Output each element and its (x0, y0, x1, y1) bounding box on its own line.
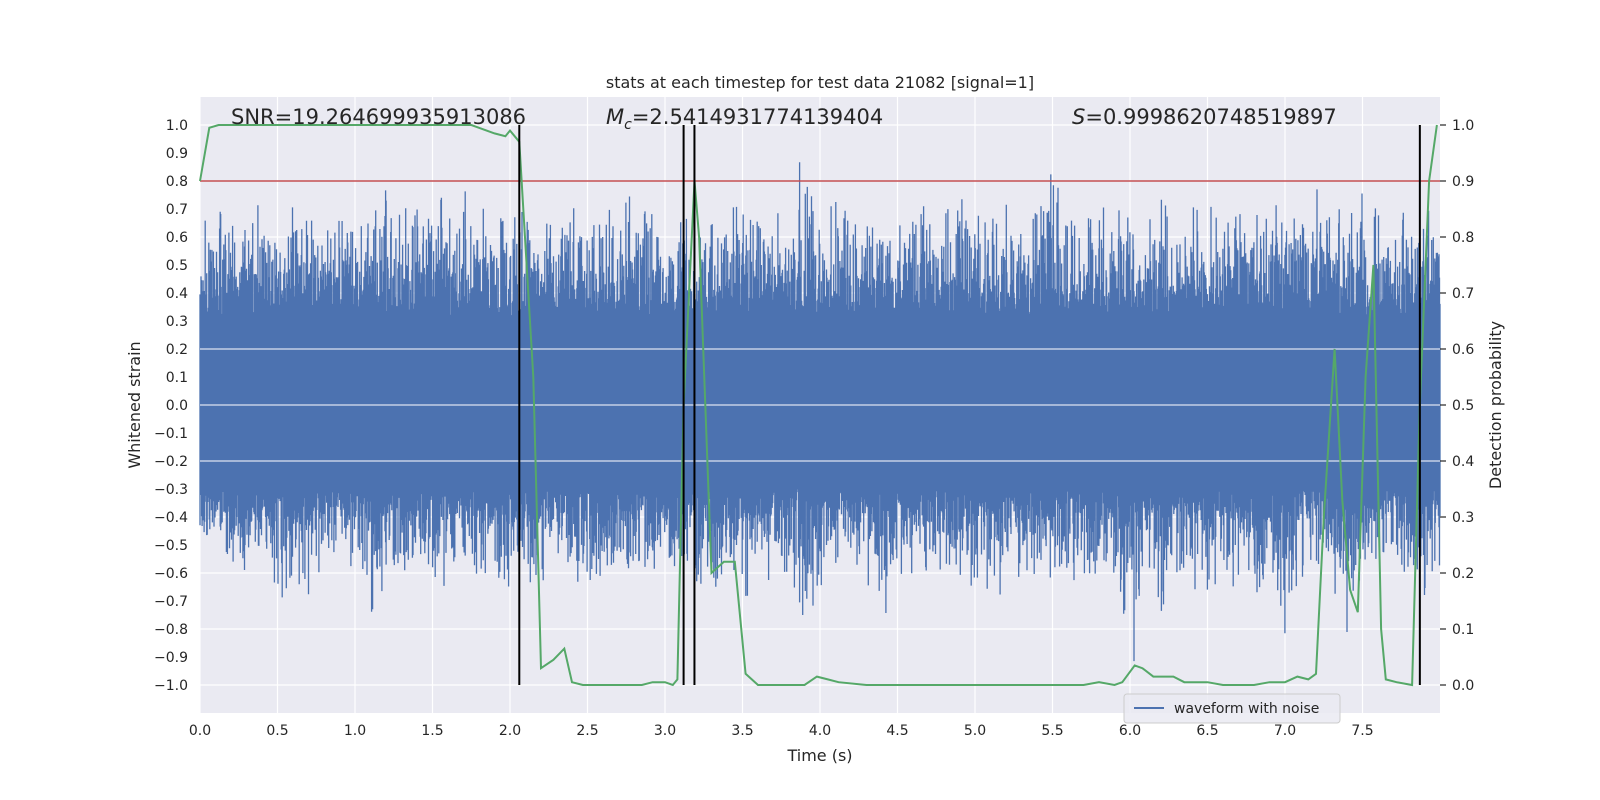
chirp-mass-subscript: c (624, 117, 632, 133)
x-tick-label: 0.5 (266, 723, 288, 739)
y-tick-label: 0.8 (166, 174, 188, 190)
x-tick-label: 1.5 (421, 723, 443, 739)
y-tick-label: 0.7 (166, 202, 188, 218)
y2-tick-label: 0.1 (1452, 622, 1474, 638)
y-tick-label: −0.3 (154, 482, 188, 498)
snr-annotation: SNR=19.264699935913086 (231, 105, 526, 129)
x-tick-label: 1.0 (344, 723, 366, 739)
y-tick-label: −0.6 (154, 566, 188, 582)
y2-tick-label: 0.2 (1452, 566, 1474, 582)
x-axis-label: Time (s) (786, 746, 852, 765)
y2-tick-label: 0.8 (1452, 230, 1474, 246)
y2-axis-label: Detection probability (1486, 321, 1505, 489)
y2-tick-label: 0.5 (1452, 398, 1474, 414)
y2-tick-label: 0.4 (1452, 454, 1474, 470)
y2-tick-label: 0.9 (1452, 174, 1474, 190)
y-tick-label: −0.5 (154, 538, 188, 554)
waveform-core-band (200, 315, 1440, 489)
y-tick-label: −0.4 (154, 510, 188, 526)
s-symbol: S (1072, 105, 1085, 129)
legend-label: waveform with noise (1174, 701, 1319, 717)
chirp-mass-value: =2.5414931774139404 (632, 105, 883, 129)
y-tick-label: −1.0 (154, 678, 188, 694)
y-tick-label: −0.9 (154, 650, 188, 666)
y2-axis-ticks: 1.0 0.9 0.8 0.7 0.6 0.5 0.4 0.3 0.2 0.1 0.0 (1440, 118, 1474, 694)
y-tick-label: −0.1 (154, 426, 188, 442)
y-tick-label: −0.2 (154, 454, 188, 470)
y2-tick-label: 0.0 (1452, 678, 1474, 694)
y-tick-label: 0.6 (166, 230, 188, 246)
chirp-mass-annotation: Mc=2.5414931774139404 (606, 105, 883, 133)
y-tick-label: 0.0 (166, 398, 188, 414)
legend: waveform with noise (1123, 693, 1341, 724)
x-tick-label: 4.0 (809, 723, 831, 739)
y-tick-label: 0.4 (166, 286, 188, 302)
y-axis-ticks: 1.0 0.9 0.8 0.7 0.6 0.5 0.4 0.3 0.2 0.1 0.0 −0.1 −0.… (154, 118, 188, 694)
legend-box (1123, 693, 1341, 724)
y-axis-label: Whitened strain (125, 341, 144, 468)
y-tick-label: −0.7 (154, 594, 188, 610)
chart-title: stats at each timestep for test data 210… (606, 73, 1034, 92)
s-value: =0.9998620748519897 (1085, 105, 1336, 129)
x-tick-label: 7.0 (1274, 723, 1296, 739)
y-tick-label: 0.1 (166, 370, 188, 386)
chirp-mass-symbol: M (606, 105, 624, 129)
y2-tick-label: 1.0 (1452, 118, 1474, 134)
y-tick-label: 0.9 (166, 146, 188, 162)
x-tick-label: 6.0 (1119, 723, 1141, 739)
detection-probability-line (199, 124, 1438, 687)
x-tick-label: 5.5 (1041, 723, 1063, 739)
detection-probability-series (199, 124, 1438, 687)
y2-tick-label: 0.6 (1452, 342, 1474, 358)
s-annotation: S=0.9998620748519897 (1072, 105, 1337, 129)
x-tick-label: 2.5 (576, 723, 598, 739)
x-tick-label: 0.0 (189, 723, 211, 739)
x-tick-label: 7.5 (1351, 723, 1373, 739)
vertical-markers (518, 125, 1421, 685)
y-tick-label: 0.5 (166, 258, 188, 274)
x-axis-ticks: 0.0 0.5 1.0 1.5 2.0 2.5 3.0 3.5 4.0 4.5 5.0 5.5 6.0 6… (189, 723, 1374, 739)
x-tick-label: 6.5 (1196, 723, 1218, 739)
x-tick-label: 3.5 (731, 723, 753, 739)
y2-tick-label: 0.3 (1452, 510, 1474, 526)
y-tick-label: 0.3 (166, 314, 188, 330)
x-tick-label: 2.0 (499, 723, 521, 739)
y-tick-label: 0.2 (166, 342, 188, 358)
x-tick-label: 3.0 (654, 723, 676, 739)
x-tick-label: 4.5 (886, 723, 908, 739)
x-tick-label: 5.0 (964, 723, 986, 739)
y-tick-label: 1.0 (166, 118, 188, 134)
waveform-with-noise-series (199, 162, 1441, 662)
y2-tick-label: 0.7 (1452, 286, 1474, 302)
y-tick-label: −0.8 (154, 622, 188, 638)
